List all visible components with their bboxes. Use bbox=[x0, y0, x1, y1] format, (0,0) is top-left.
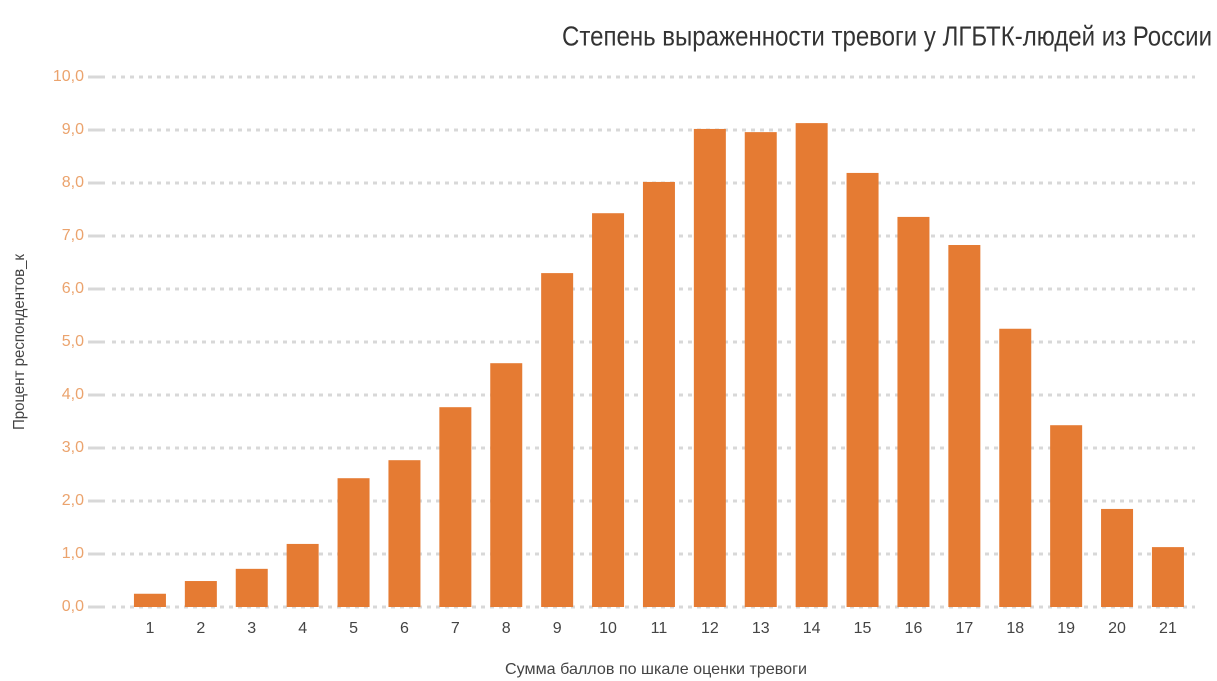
bar bbox=[235, 568, 268, 607]
chart-title: Степень выраженности тревоги у ЛГБТК-люд… bbox=[562, 20, 1212, 51]
y-tick-label: 10,0 bbox=[53, 68, 84, 85]
y-tick-label: 9,0 bbox=[62, 121, 84, 138]
y-tick-label: 2,0 bbox=[62, 492, 84, 509]
bar bbox=[439, 407, 472, 607]
x-tick-label: 3 bbox=[247, 620, 256, 637]
x-tick-label: 16 bbox=[905, 620, 923, 637]
x-tick-label: 6 bbox=[400, 620, 409, 637]
bar bbox=[948, 245, 981, 607]
bar bbox=[795, 123, 828, 608]
x-tick-label: 12 bbox=[701, 620, 719, 637]
bar bbox=[999, 328, 1032, 607]
x-tick-label: 13 bbox=[752, 620, 770, 637]
x-tick-label: 1 bbox=[145, 620, 154, 637]
bar bbox=[133, 593, 166, 607]
x-tick-label: 10 bbox=[599, 620, 617, 637]
x-tick-label: 15 bbox=[854, 620, 872, 637]
x-tick-label: 18 bbox=[1006, 620, 1024, 637]
x-tick-label: 5 bbox=[349, 620, 358, 637]
bar bbox=[1101, 508, 1134, 607]
x-tick-label: 9 bbox=[553, 620, 562, 637]
bar bbox=[897, 216, 930, 608]
y-tick-label: 8,0 bbox=[62, 174, 84, 191]
x-tick-label: 20 bbox=[1108, 620, 1126, 637]
y-axis-label: Процент респондентов_к bbox=[11, 253, 28, 430]
x-axis-label: Сумма баллов по шкале оценки тревоги bbox=[505, 661, 807, 678]
y-tick-label: 1,0 bbox=[62, 545, 84, 562]
x-tick-label: 4 bbox=[298, 620, 307, 637]
bar bbox=[388, 460, 421, 607]
bar bbox=[286, 543, 319, 607]
x-tick-label: 14 bbox=[803, 620, 821, 637]
bar bbox=[490, 363, 523, 607]
bar bbox=[642, 181, 675, 607]
y-tick-label: 5,0 bbox=[62, 333, 84, 350]
bar bbox=[846, 172, 879, 607]
x-tick-label: 7 bbox=[451, 620, 460, 637]
bar bbox=[1151, 547, 1184, 607]
bar bbox=[541, 273, 574, 607]
y-tick-label: 6,0 bbox=[62, 280, 84, 297]
y-tick-label: 7,0 bbox=[62, 227, 84, 244]
bar bbox=[184, 581, 217, 607]
bar bbox=[592, 213, 625, 607]
y-tick-label: 3,0 bbox=[62, 439, 84, 456]
bar bbox=[693, 128, 726, 607]
y-tick-label: 0,0 bbox=[62, 598, 84, 615]
x-tick-label: 19 bbox=[1057, 620, 1075, 637]
bar bbox=[337, 478, 370, 607]
x-tick-label: 8 bbox=[502, 620, 511, 637]
x-tick-label: 11 bbox=[651, 620, 668, 637]
bar bbox=[744, 132, 777, 607]
x-tick-label: 17 bbox=[955, 620, 973, 637]
x-tick-label: 2 bbox=[196, 620, 205, 637]
bar bbox=[1050, 425, 1083, 607]
y-tick-label: 4,0 bbox=[62, 386, 84, 403]
x-tick-label: 21 bbox=[1159, 620, 1177, 637]
